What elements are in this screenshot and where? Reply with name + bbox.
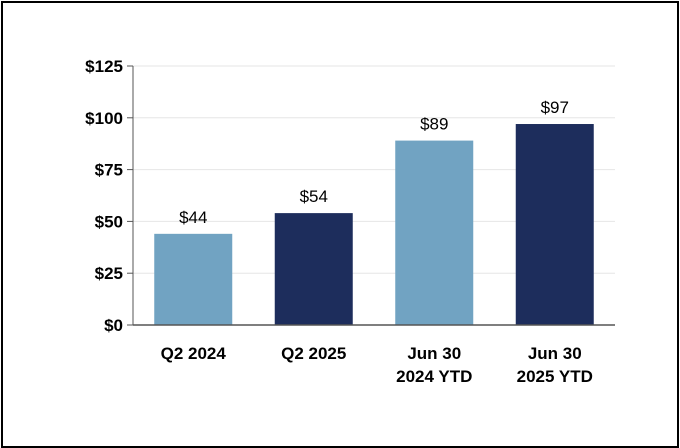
x-category-label: 2025 YTD [517, 367, 593, 386]
bar-data-label: $44 [179, 208, 207, 227]
bar [395, 140, 474, 325]
labels: $0 $25 $50 $75 $100 $125 $44 Q2 2024 $54 Q2 2025 $… [85, 57, 593, 386]
bar-data-label: $54 [300, 187, 328, 206]
bar-data-label: $89 [420, 115, 448, 134]
x-category-label: 2024 YTD [396, 367, 472, 386]
x-category-label: Jun 30 [528, 344, 582, 363]
bar [515, 124, 594, 326]
bars [154, 124, 594, 326]
bar [274, 213, 353, 325]
axes [127, 65, 615, 326]
y-tick-label: $50 [95, 212, 123, 231]
bar-data-label: $97 [541, 98, 569, 117]
bar [154, 233, 233, 325]
x-category-label: Q2 2024 [161, 344, 227, 363]
y-tick-label: $100 [85, 109, 123, 128]
y-tick-label: $25 [95, 264, 123, 283]
y-tick-label: $125 [85, 57, 123, 76]
x-category-label: Jun 30 [407, 344, 461, 363]
y-tick-label: $75 [95, 161, 123, 180]
y-tick-label: $0 [104, 316, 123, 335]
x-category-label: Q2 2025 [281, 344, 346, 363]
